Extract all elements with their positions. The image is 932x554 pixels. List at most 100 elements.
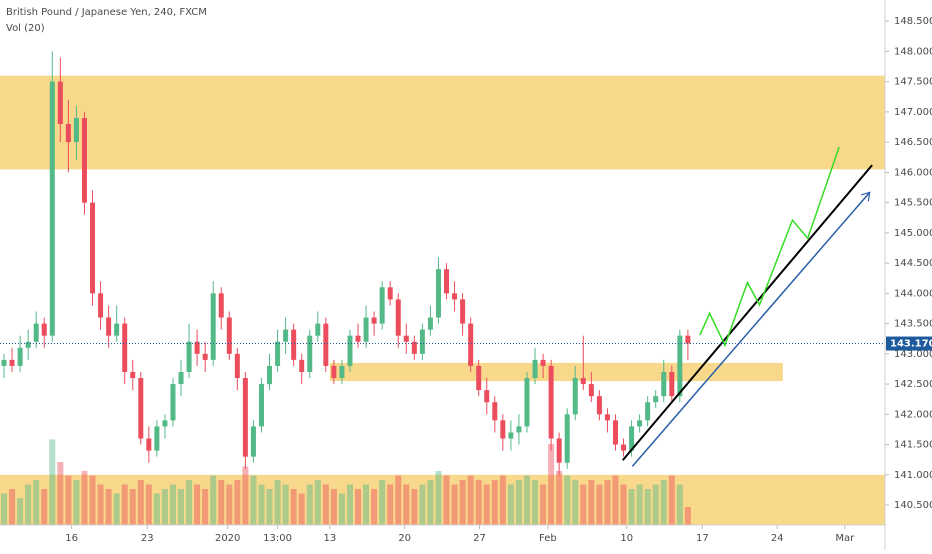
candle-body [194,341,200,354]
candle-body [524,378,530,427]
volume-bar [258,484,265,525]
volume-bar [387,484,394,525]
candle-body [596,396,602,415]
volume-bar [81,471,88,525]
candle-body [444,269,450,294]
candle-body [677,335,683,397]
y-tick-label: 147.500 [894,77,932,88]
candle-body [307,335,313,372]
volume-bar [226,484,233,525]
candle-body [331,365,337,379]
candle-body [9,359,15,366]
volume-bar [395,475,402,525]
candle-body [484,390,490,403]
volume-bar [266,489,273,525]
volume-bar [298,493,305,525]
candle-body [492,402,498,421]
candle-body [250,426,256,457]
volume-bar [668,475,675,525]
volume-bar [588,480,595,525]
volume-bar [596,484,603,525]
x-tick-label: 13 [323,533,336,544]
zone [0,474,885,525]
candle-body [73,117,79,143]
last-price-box [886,336,932,351]
volume-bar [532,480,539,525]
y-tick-label: 148.000 [894,46,932,57]
candle-body [25,341,31,348]
candle-body [403,335,409,342]
volume-bar [515,480,522,525]
volume-bar [564,475,571,525]
volume-bar [459,480,466,525]
candle-body [90,202,96,294]
volume-bar [129,489,136,525]
candle-body [258,384,264,427]
volume-bar [41,489,48,525]
candle-body [588,384,594,397]
candle-body [218,293,224,318]
volume-bar [483,484,490,525]
volume-bar [451,484,458,525]
volume-bar [604,480,611,525]
volume-bar [210,475,217,525]
candle-body [186,341,192,372]
volume-bar [644,489,651,525]
candle-body [267,365,273,385]
candle-body [138,378,144,439]
candle-body [98,293,104,318]
y-tick-label: 144.500 [894,258,932,269]
x-tick-label: 23 [141,533,154,544]
candle-body [653,396,659,403]
candle-body [347,335,353,366]
candle-body [355,335,361,342]
volume-bar [548,444,555,525]
volume-bar [105,489,112,525]
volume-bar [25,484,32,525]
candle-body [234,353,240,379]
volume-bar [684,507,691,525]
volume-bar [411,489,418,525]
volume-bar [9,489,16,525]
candle-body [283,329,289,342]
x-tick-label: 13:00 [263,533,292,544]
candle-body [242,378,248,457]
y-tick-label: 142.000 [894,409,932,420]
y-tick-label: 143.000 [894,349,932,360]
volume-bar [419,484,426,525]
candle-body [122,323,128,372]
candle-body [508,432,514,439]
y-tick-label: 141.500 [894,440,932,451]
volume-bar [186,480,193,525]
volume-bar [274,480,281,525]
candle-body [154,426,160,451]
candle-body [114,323,120,336]
volume-bar [290,489,297,525]
candle-body [33,323,39,342]
chart-title: British Pound / Japanese Yen, 240, FXCM [6,7,207,18]
candle-body [629,426,635,451]
volume-bar [379,480,386,525]
candle-body [669,371,675,397]
volume-bar [652,484,659,525]
volume-bar [467,475,474,525]
volume-bar [660,480,667,525]
volume-bar [427,480,434,525]
volume-bar [218,480,225,525]
y-tick-label: 141.000 [894,470,932,481]
volume-bar [523,475,530,525]
volume-bar [620,484,627,525]
volume-bar [403,484,410,525]
candle-body [572,378,578,415]
volume-bar [169,484,176,525]
candle-body [645,402,651,421]
volume-bar [628,489,635,525]
candle-body [556,438,562,463]
candle-body [57,81,63,124]
candle-body [339,365,345,379]
drawing-line [621,164,873,461]
candle-body [299,359,305,372]
candle-body [516,426,522,433]
volume-bar [636,484,643,525]
zone [0,75,885,170]
